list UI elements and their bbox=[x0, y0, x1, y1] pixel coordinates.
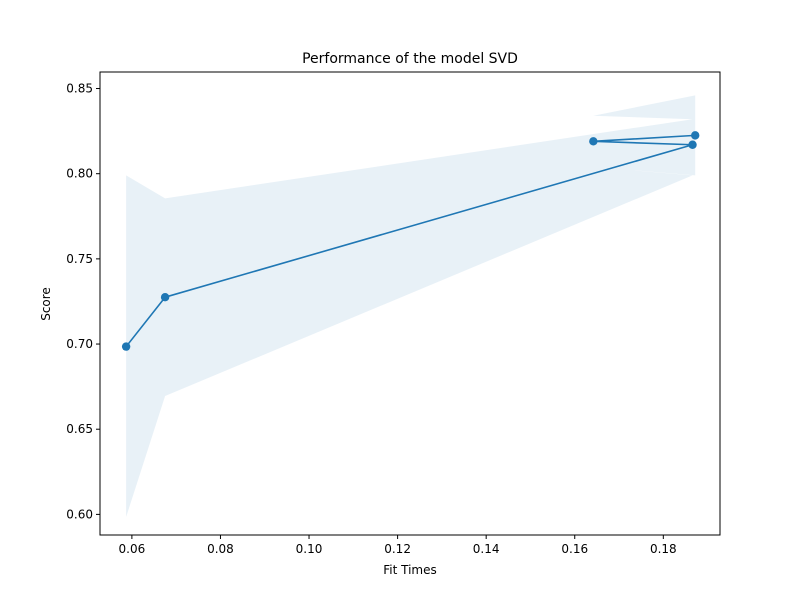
y-axis-label: Score bbox=[39, 287, 53, 321]
x-tick-label: 0.18 bbox=[650, 542, 677, 556]
x-tick-label: 0.16 bbox=[561, 542, 588, 556]
y-tick-label: 0.70 bbox=[66, 337, 93, 351]
y-axis-ticks: 0.60 0.65 0.70 0.75 0.80 0.85 bbox=[66, 82, 100, 521]
data-point bbox=[688, 140, 697, 149]
y-tick-label: 0.80 bbox=[66, 167, 93, 181]
y-tick-label: 0.85 bbox=[66, 82, 93, 96]
x-axis-label: Fit Times bbox=[383, 563, 437, 577]
x-axis-ticks: 0.06 0.08 0.10 0.12 0.14 0.16 0.18 bbox=[119, 535, 677, 556]
y-tick-label: 0.75 bbox=[66, 252, 93, 266]
data-point bbox=[160, 293, 170, 302]
data-point bbox=[589, 137, 598, 146]
data-point bbox=[691, 131, 700, 140]
y-tick-label: 0.65 bbox=[66, 422, 93, 436]
y-tick-label: 0.60 bbox=[66, 507, 93, 521]
x-tick-label: 0.14 bbox=[473, 542, 500, 556]
data-point bbox=[121, 342, 131, 351]
x-tick-label: 0.06 bbox=[119, 542, 146, 556]
confidence-band bbox=[126, 95, 696, 517]
series-points-layer bbox=[121, 131, 700, 351]
x-tick-label: 0.08 bbox=[207, 542, 234, 556]
confidence-band-layer bbox=[126, 95, 696, 517]
x-tick-label: 0.10 bbox=[296, 542, 323, 556]
plot-frame bbox=[99, 71, 721, 536]
x-tick-label: 0.12 bbox=[384, 542, 411, 556]
chart-title: Performance of the model SVD bbox=[302, 51, 518, 67]
